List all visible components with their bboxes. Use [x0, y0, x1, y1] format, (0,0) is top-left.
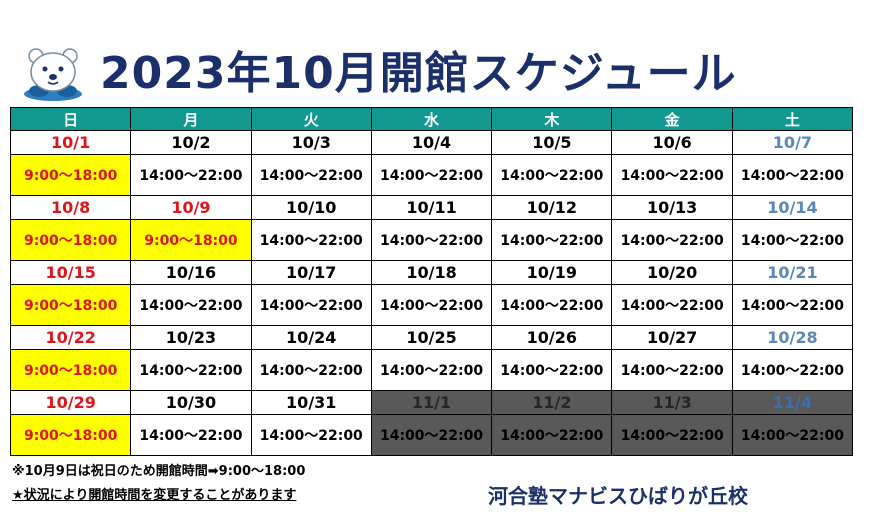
date-cell: 10/14: [731, 195, 854, 220]
hours-cell: 14:00～22:00: [250, 349, 372, 391]
hours-cell: 14:00～22:00: [130, 414, 252, 456]
weekday-tue: 火: [250, 107, 372, 131]
hours-cell: 14:00～22:00: [250, 284, 372, 326]
hours-cell: 14:00～22:00: [130, 284, 252, 326]
hours-cell: 9:00～18:00: [9, 349, 132, 391]
schedule-table: 日 月 火 水 木 金 土 10/1 10/2 10/3 10/4 10/5 1…: [9, 107, 854, 456]
date-cell: 10/28: [731, 325, 854, 350]
date-cell: 10/3: [250, 130, 372, 155]
date-cell: 10/25: [370, 325, 493, 350]
date-cell: 10/11: [370, 195, 493, 220]
hours-cell: 14:00～22:00: [491, 219, 613, 261]
hours-cell: 14:00～22:00: [370, 154, 493, 196]
hours-cell: 14:00～22:00: [731, 219, 854, 261]
date-cell: 10/8: [9, 195, 132, 220]
hours-cell: 14:00～22:00: [611, 219, 733, 261]
hours-row: 9:00～18:00 9:00～18:00 14:00～22:00 14:00～…: [9, 219, 854, 261]
hours-cell: 14:00～22:00: [250, 219, 372, 261]
hours-cell: 14:00～22:00: [611, 154, 733, 196]
hours-row: 9:00～18:00 14:00～22:00 14:00～22:00 14:00…: [9, 154, 854, 196]
hours-cell: 14:00～22:00: [370, 349, 493, 391]
hours-cell-next-month: 14:00～22:00: [611, 414, 733, 456]
date-row: 10/8 10/9 10/10 10/11 10/12 10/13 10/14: [9, 195, 854, 220]
hours-cell: 9:00～18:00: [9, 154, 132, 196]
date-cell: 10/2: [130, 130, 252, 155]
date-cell-next-month: 11/4: [731, 390, 854, 415]
school-name: 河合塾マナビスひばりが丘校: [488, 484, 748, 508]
date-cell: 10/4: [370, 130, 493, 155]
hours-cell: 14:00～22:00: [491, 349, 613, 391]
hours-cell: 14:00～22:00: [731, 154, 854, 196]
date-cell: 10/16: [130, 260, 252, 285]
hours-cell: 14:00～22:00: [491, 154, 613, 196]
hours-cell: 14:00～22:00: [611, 349, 733, 391]
hours-row: 9:00～18:00 14:00～22:00 14:00～22:00 14:00…: [9, 284, 854, 326]
hours-cell: 14:00～22:00: [731, 284, 854, 326]
hours-cell: 14:00～22:00: [250, 414, 372, 456]
hours-cell: 14:00～22:00: [370, 219, 493, 261]
schedule-change-note: ★状況により開館時間を変更することがあります: [12, 488, 297, 503]
date-cell: 10/12: [491, 195, 613, 220]
hours-cell-next-month: 14:00～22:00: [491, 414, 613, 456]
weekday-sun: 日: [9, 107, 132, 131]
date-cell-next-month: 11/2: [491, 390, 613, 415]
hours-cell: 14:00～22:00: [731, 349, 854, 391]
hours-row: 9:00～18:00 14:00～22:00 14:00～22:00 14:00…: [9, 414, 854, 456]
hours-cell: 9:00～18:00: [9, 284, 132, 326]
date-cell: 10/13: [611, 195, 733, 220]
hours-cell: 14:00～22:00: [130, 154, 252, 196]
hours-cell: 9:00～18:00: [9, 219, 132, 261]
date-cell-next-month: 11/3: [611, 390, 733, 415]
date-cell: 10/21: [731, 260, 854, 285]
hours-cell: 14:00～22:00: [611, 284, 733, 326]
date-cell: 10/23: [130, 325, 252, 350]
hours-cell: 14:00～22:00: [491, 284, 613, 326]
weekday-wed: 水: [370, 107, 493, 131]
date-cell: 10/15: [9, 260, 132, 285]
date-cell: 10/1: [9, 130, 132, 155]
hours-cell-next-month: 14:00～22:00: [370, 414, 493, 456]
weekday-fri: 金: [611, 107, 733, 131]
date-cell: 10/20: [611, 260, 733, 285]
hours-cell: 14:00～22:00: [130, 349, 252, 391]
hours-cell-next-month: 14:00～22:00: [731, 414, 854, 456]
date-cell: 10/10: [250, 195, 372, 220]
polar-bear-icon: [24, 48, 82, 101]
date-row: 10/29 10/30 10/31 11/1 11/2 11/3 11/4: [9, 390, 854, 415]
weekday-header-row: 日 月 火 水 木 金 土: [9, 107, 854, 131]
date-row: 10/1 10/2 10/3 10/4 10/5 10/6 10/7: [9, 130, 854, 155]
date-cell: 10/17: [250, 260, 372, 285]
date-cell: 10/22: [9, 325, 132, 350]
hours-cell: 14:00～22:00: [370, 284, 493, 326]
holiday-note: ※10月9日は祝日のため開館時間➡9:00～18:00: [12, 464, 306, 479]
date-row: 10/22 10/23 10/24 10/25 10/26 10/27 10/2…: [9, 325, 854, 350]
date-cell: 10/6: [611, 130, 733, 155]
date-cell: 10/18: [370, 260, 493, 285]
date-cell: 10/9: [130, 195, 252, 220]
date-row: 10/15 10/16 10/17 10/18 10/19 10/20 10/2…: [9, 260, 854, 285]
date-cell: 10/26: [491, 325, 613, 350]
date-cell: 10/19: [491, 260, 613, 285]
date-cell: 10/27: [611, 325, 733, 350]
date-cell: 10/5: [491, 130, 613, 155]
hours-cell: 9:00～18:00: [9, 414, 132, 456]
date-cell: 10/30: [130, 390, 252, 415]
date-cell: 10/24: [250, 325, 372, 350]
date-cell: 10/7: [731, 130, 854, 155]
hours-cell: 14:00～22:00: [250, 154, 372, 196]
hours-cell: 9:00～18:00: [130, 219, 252, 261]
weekday-mon: 月: [130, 107, 252, 131]
date-cell: 10/31: [250, 390, 372, 415]
weekday-sat: 土: [731, 107, 854, 131]
hours-row: 9:00～18:00 14:00～22:00 14:00～22:00 14:00…: [9, 349, 854, 391]
date-cell-next-month: 11/1: [370, 390, 493, 415]
page-title: 2023年10月開館スケジュール: [100, 48, 737, 99]
weekday-thu: 木: [491, 107, 613, 131]
date-cell: 10/29: [9, 390, 132, 415]
